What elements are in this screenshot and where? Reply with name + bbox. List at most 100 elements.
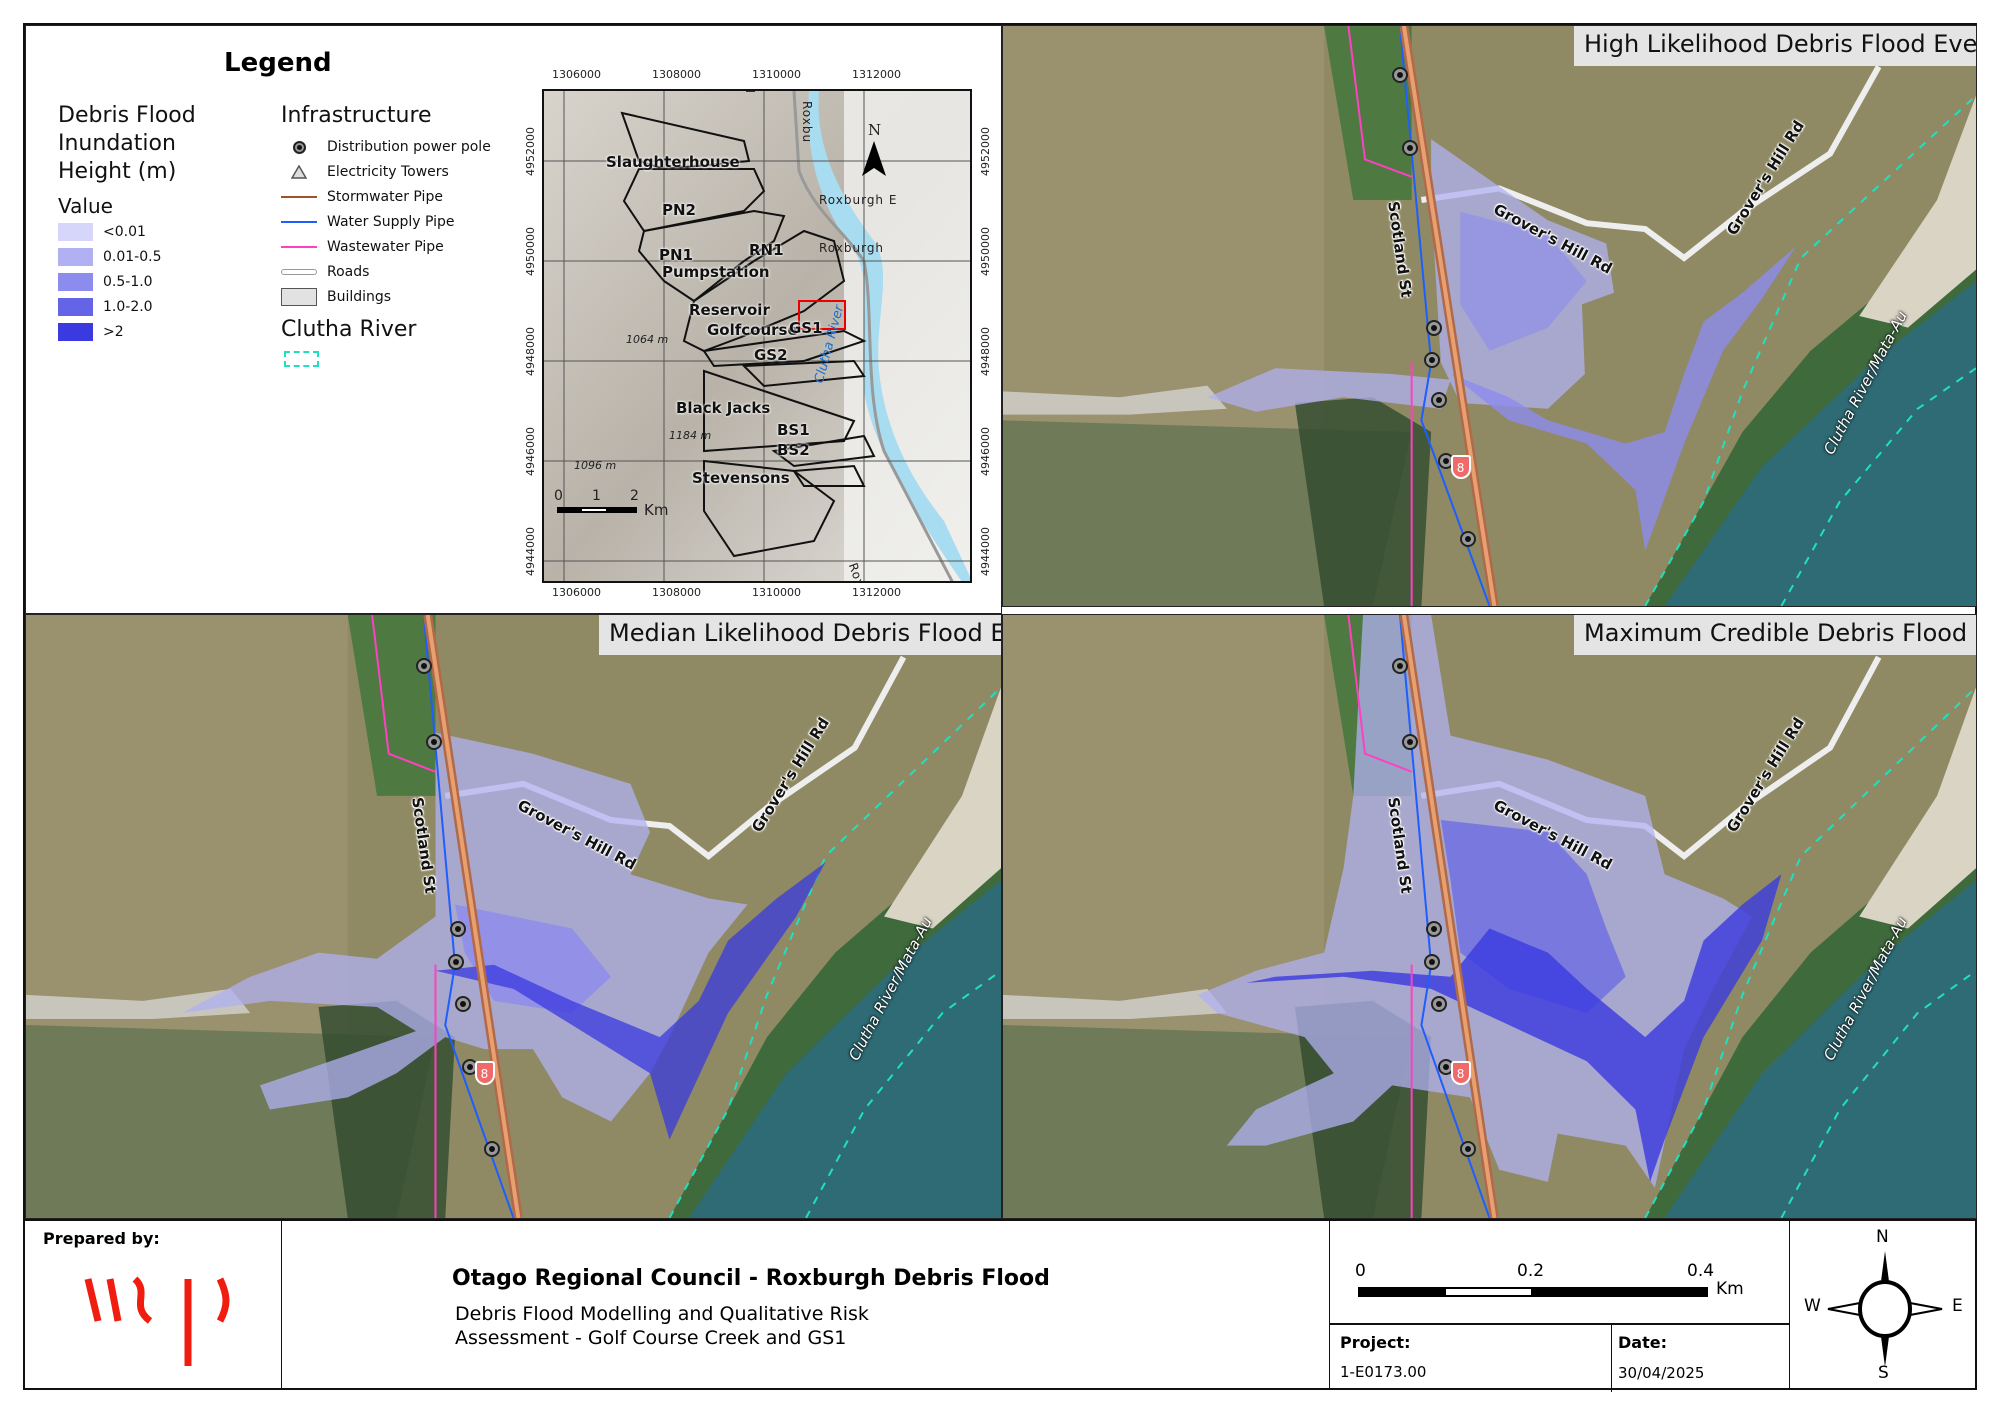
legend-panel: Legend Debris Flood Inundation Height (m…: [25, 25, 1002, 614]
highway-8-shield: 8: [1450, 1061, 1471, 1086]
flood-class-label: 0.5-1.0: [103, 274, 153, 290]
flood-extent: [455, 904, 611, 1013]
power-pole-icon[interactable]: [1430, 392, 1447, 409]
power-pole-icon[interactable]: [1424, 953, 1441, 970]
river-heading: Clutha River: [281, 317, 417, 342]
pole-icon: [281, 138, 317, 156]
gravel-beach: [1859, 687, 1976, 929]
y-tick-left: 4948000: [524, 327, 537, 376]
sheet-subtitle-1: Debris Flood Modelling and Qualitative R…: [455, 1303, 869, 1325]
power-pole-icon[interactable]: [1426, 920, 1443, 937]
wastewater-pipe: [1348, 615, 1411, 772]
flood-class-item: <0.01: [58, 223, 146, 241]
power-pole-icon[interactable]: [1401, 139, 1418, 156]
location-map-frame: Slaughterhouse PN2 PN1 RN1 Pumpstation Reserv…: [542, 89, 972, 583]
infra-item: Water Supply Pipe: [281, 213, 455, 231]
scale-unit: Km: [1716, 1279, 1744, 1299]
power-pole-icon[interactable]: [1460, 531, 1477, 548]
catchment-label: GS1: [789, 319, 823, 337]
catchment-label: PN1: [659, 246, 693, 264]
north-label: N: [868, 121, 882, 139]
water-supply-pipe: [424, 615, 514, 1218]
place-label: Roxbu: [800, 101, 814, 144]
power-pole-icon[interactable]: [1391, 658, 1408, 675]
map-maximum-credible[interactable]: 8 Scotland St Grover's Hill Rd Grover's Hil…: [1002, 614, 1977, 1219]
scale-bar: 0 0.2 0.4 Km: [1330, 1221, 1789, 1325]
power-pole-icon[interactable]: [415, 658, 432, 675]
power-pole-icon[interactable]: [1401, 733, 1418, 750]
flood-class-label: >2: [103, 324, 124, 340]
creek-bed: [26, 988, 251, 1020]
flood-extent: [1207, 368, 1451, 412]
water-supply-pipe: [1400, 615, 1490, 1218]
project-cell: Project: 1-E0173.00: [1330, 1325, 1612, 1392]
x-tick-bottom: 1308000: [652, 586, 701, 599]
infra-label: Wastewater Pipe: [327, 239, 444, 255]
power-pole-icon[interactable]: [1424, 351, 1441, 368]
date-label: Date:: [1618, 1333, 1667, 1352]
x-tick-bottom: 1306000: [552, 586, 601, 599]
flood-extent: [1246, 874, 1782, 1182]
power-pole-icon[interactable]: [447, 953, 464, 970]
wastewater-pipe: [1348, 26, 1411, 177]
power-pole-icon[interactable]: [484, 1140, 501, 1157]
aerial-imagery: [1003, 615, 1976, 1218]
date-value: 30/04/2025: [1618, 1364, 1705, 1382]
line-icon: [281, 238, 317, 256]
power-pole-icon[interactable]: [425, 733, 442, 750]
y-tick-right: 4944000: [979, 527, 992, 576]
title-cell: Otago Regional Council - Roxburgh Debris…: [282, 1221, 1330, 1390]
triangle-icon: [281, 163, 317, 181]
catchment-label: RN1: [749, 241, 784, 259]
catchment-label: GS2: [754, 346, 788, 364]
creek-bed: [1003, 988, 1227, 1020]
catchment-label: PN2: [662, 201, 696, 219]
flood-class-label: 1.0-2.0: [103, 299, 153, 315]
power-pole-icon[interactable]: [1426, 319, 1443, 336]
map-median-likelihood[interactable]: 8 Scotland St Grover's Hill Rd Grover's Hil…: [25, 614, 1002, 1219]
sheet-title: Otago Regional Council - Roxburgh Debris…: [452, 1266, 1050, 1291]
aerial-imagery: [1003, 26, 1976, 606]
scale-1: 0.2: [1517, 1261, 1545, 1281]
x-tick-top: 1306000: [552, 68, 601, 81]
clutha-river: [1664, 281, 1976, 606]
place-label: Roxburgh: [819, 241, 885, 255]
river-boundary: [1645, 687, 1976, 1218]
compass-s: S: [1878, 1363, 1889, 1383]
compass-w: W: [1804, 1296, 1821, 1316]
y-tick-left: 4950000: [524, 227, 537, 276]
infra-label: Roads: [327, 264, 370, 280]
scale-cell: 0 0.2 0.4 Km Project: 1-E0173.00 Date: 3…: [1330, 1221, 1790, 1392]
wsp-logo: [84, 1276, 230, 1366]
infra-item: Buildings: [281, 288, 391, 306]
riverbank-forest: [669, 765, 1001, 1218]
power-pole-icon[interactable]: [1460, 1140, 1477, 1157]
line-icon: [281, 188, 317, 206]
map-title: Median Likelihood Debris Flood Event: [599, 615, 1001, 655]
infra-item: Wastewater Pipe: [281, 238, 444, 256]
riverbank-forest: [1645, 765, 1976, 1218]
power-pole-icon[interactable]: [1391, 67, 1408, 84]
power-pole-icon[interactable]: [1430, 995, 1447, 1012]
flood-class-swatch: [58, 298, 93, 316]
box-icon: [281, 288, 317, 306]
power-pole-icon[interactable]: [454, 995, 471, 1012]
catchment-label: Black Jacks: [676, 399, 771, 417]
flood-class-swatch: [58, 248, 93, 266]
value-heading: Value: [58, 194, 113, 218]
flood-class-item: 0.5-1.0: [58, 273, 153, 291]
power-pole-icon[interactable]: [449, 920, 466, 937]
power-pole-icon[interactable]: [461, 1059, 478, 1076]
y-tick-left: 4946000: [524, 427, 537, 476]
catchment-label: Reservoir: [689, 301, 770, 319]
riverbank-forest: [1645, 171, 1976, 606]
infra-heading: Infrastructure: [281, 103, 432, 128]
map-high-likelihood[interactable]: 8 Scotland St Grover's Hill Rd Grover's Hil…: [1002, 25, 1977, 607]
map-title: High Likelihood Debris Flood Event: [1574, 26, 1976, 66]
y-tick-left: 4952000: [524, 127, 537, 176]
flood-class-item: >2: [58, 323, 124, 341]
clutha-river: [1664, 880, 1976, 1218]
infra-label: Distribution power pole: [327, 139, 491, 155]
water-supply-pipe: [1400, 26, 1490, 606]
flood-class-item: 1.0-2.0: [58, 298, 153, 316]
